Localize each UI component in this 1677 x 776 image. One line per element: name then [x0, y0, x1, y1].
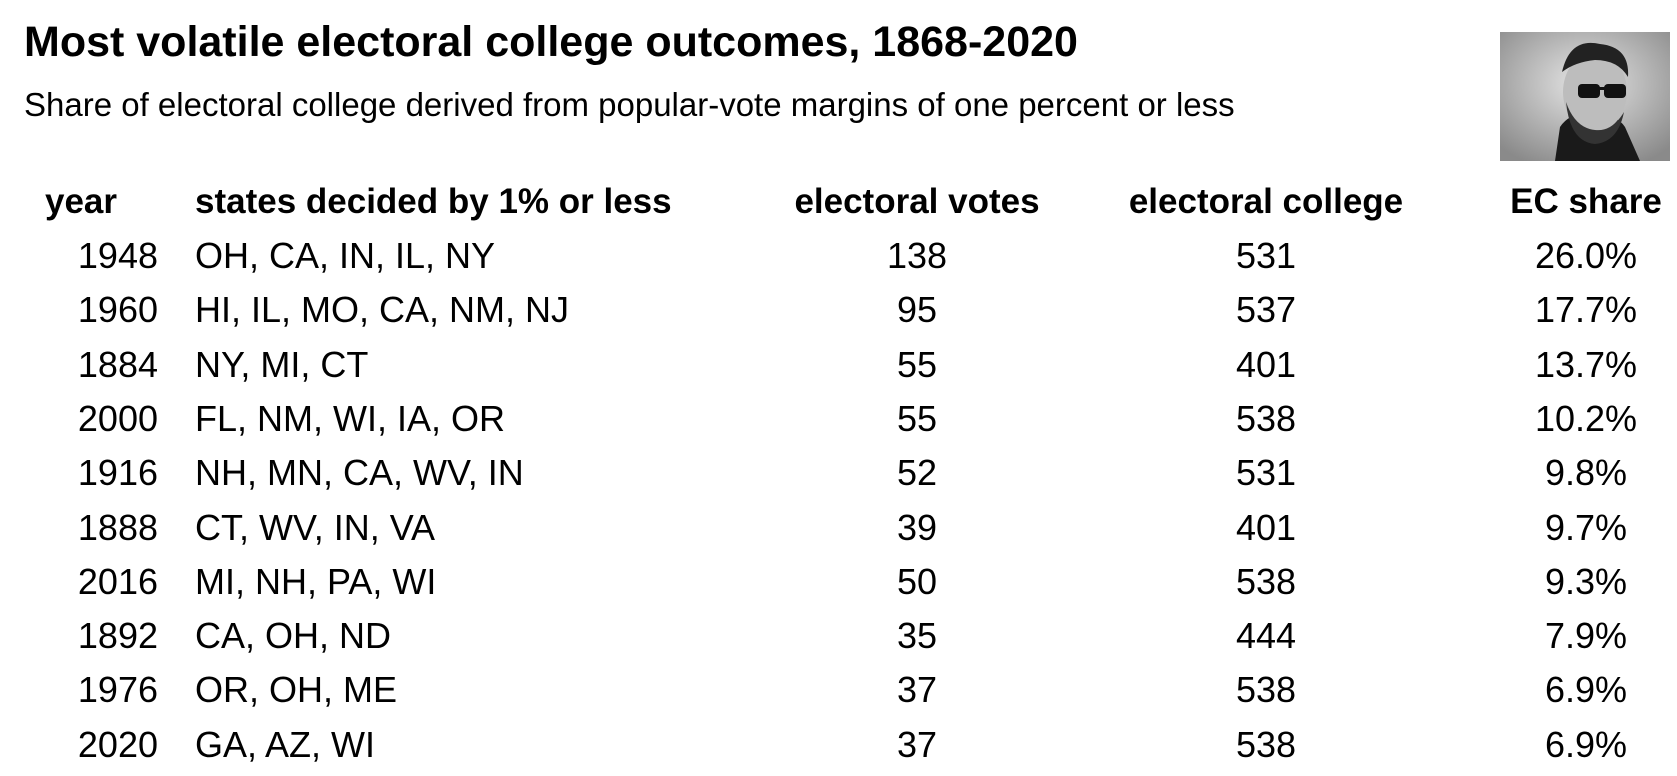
states-cell: OR, OH, ME: [195, 669, 398, 711]
electoral-college-cell: 401: [1235, 343, 1297, 385]
column-header: year: [45, 182, 118, 221]
ec-share-cell: 9.7%: [1544, 506, 1628, 548]
electoral-college-cell: 538: [1235, 397, 1297, 439]
electoral-college-cell: 538: [1235, 560, 1297, 602]
electoral-votes-cell: 50: [896, 560, 938, 602]
electoral-college-cell: 538: [1235, 669, 1297, 711]
electoral-college-cell: 401: [1235, 506, 1297, 548]
electoral-votes-cell: 138: [886, 235, 948, 276]
states-cell: GA, AZ, WI: [195, 723, 376, 765]
ec-share-cell: 9.3%: [1544, 560, 1628, 602]
year-cell: 1976: [77, 669, 158, 711]
year-cell: 2020: [77, 723, 158, 765]
column-header: states decided by 1% or less: [195, 182, 672, 221]
ec-share-cell: 6.9%: [1544, 723, 1628, 765]
ec-share-cell: 26.0%: [1534, 235, 1638, 276]
year-cell: 2000: [77, 397, 158, 439]
electoral-votes-cell: 37: [896, 723, 938, 765]
states-cell: NY, MI, CT: [195, 343, 369, 385]
states-cell: CA, OH, ND: [195, 615, 392, 657]
year-cell: 1916: [77, 452, 158, 494]
states-cell: CT, WV, IN, VA: [195, 506, 436, 548]
electoral-votes-cell: 37: [896, 669, 938, 711]
column-header: electoral college: [1128, 182, 1404, 221]
electoral-votes-cell: 35: [896, 615, 938, 657]
year-cell: 1884: [77, 343, 158, 385]
electoral-votes-cell: 52: [896, 452, 938, 494]
states-cell: HI, IL, MO, CA, NM, NJ: [195, 289, 570, 331]
column-header: EC share: [1510, 182, 1662, 221]
electoral-votes-cell: 55: [896, 397, 938, 439]
electoral-votes-cell: 39: [896, 506, 938, 548]
year-cell: 1888: [77, 506, 158, 548]
electoral-college-cell: 537: [1235, 289, 1297, 331]
electoral-college-cell: 538: [1235, 723, 1297, 765]
electoral-votes-cell: 95: [896, 289, 938, 331]
electoral-votes-cell: 55: [896, 343, 938, 385]
column-header: electoral votes: [794, 182, 1040, 221]
ec-share-cell: 13.7%: [1534, 343, 1638, 385]
portrait-image: [1500, 32, 1670, 161]
ec-share-cell: 10.2%: [1534, 397, 1638, 439]
states-cell: NH, MN, CA, WV, IN: [195, 452, 524, 494]
year-cell: 1960: [77, 289, 158, 331]
states-cell: FL, NM, WI, IA, OR: [195, 397, 506, 439]
subtitle: Share of electoral college derived from …: [24, 86, 1235, 123]
ec-share-cell: 7.9%: [1544, 615, 1628, 657]
electoral-college-cell: 531: [1235, 452, 1297, 494]
states-cell: MI, NH, PA, WI: [195, 560, 437, 602]
ec-share-cell: 9.8%: [1544, 452, 1628, 494]
ec-share-cell: 6.9%: [1544, 669, 1628, 711]
ec-share-cell: 17.7%: [1534, 289, 1638, 331]
year-cell: 1892: [77, 615, 158, 657]
electoral-college-cell: 531: [1235, 235, 1297, 276]
electoral-college-cell: 444: [1235, 615, 1297, 657]
year-cell: 2016: [77, 560, 158, 602]
states-cell: OH, CA, IN, IL, NY: [195, 235, 496, 276]
year-cell: 1948: [77, 235, 158, 276]
title: Most volatile electoral college outcomes…: [24, 18, 1078, 66]
